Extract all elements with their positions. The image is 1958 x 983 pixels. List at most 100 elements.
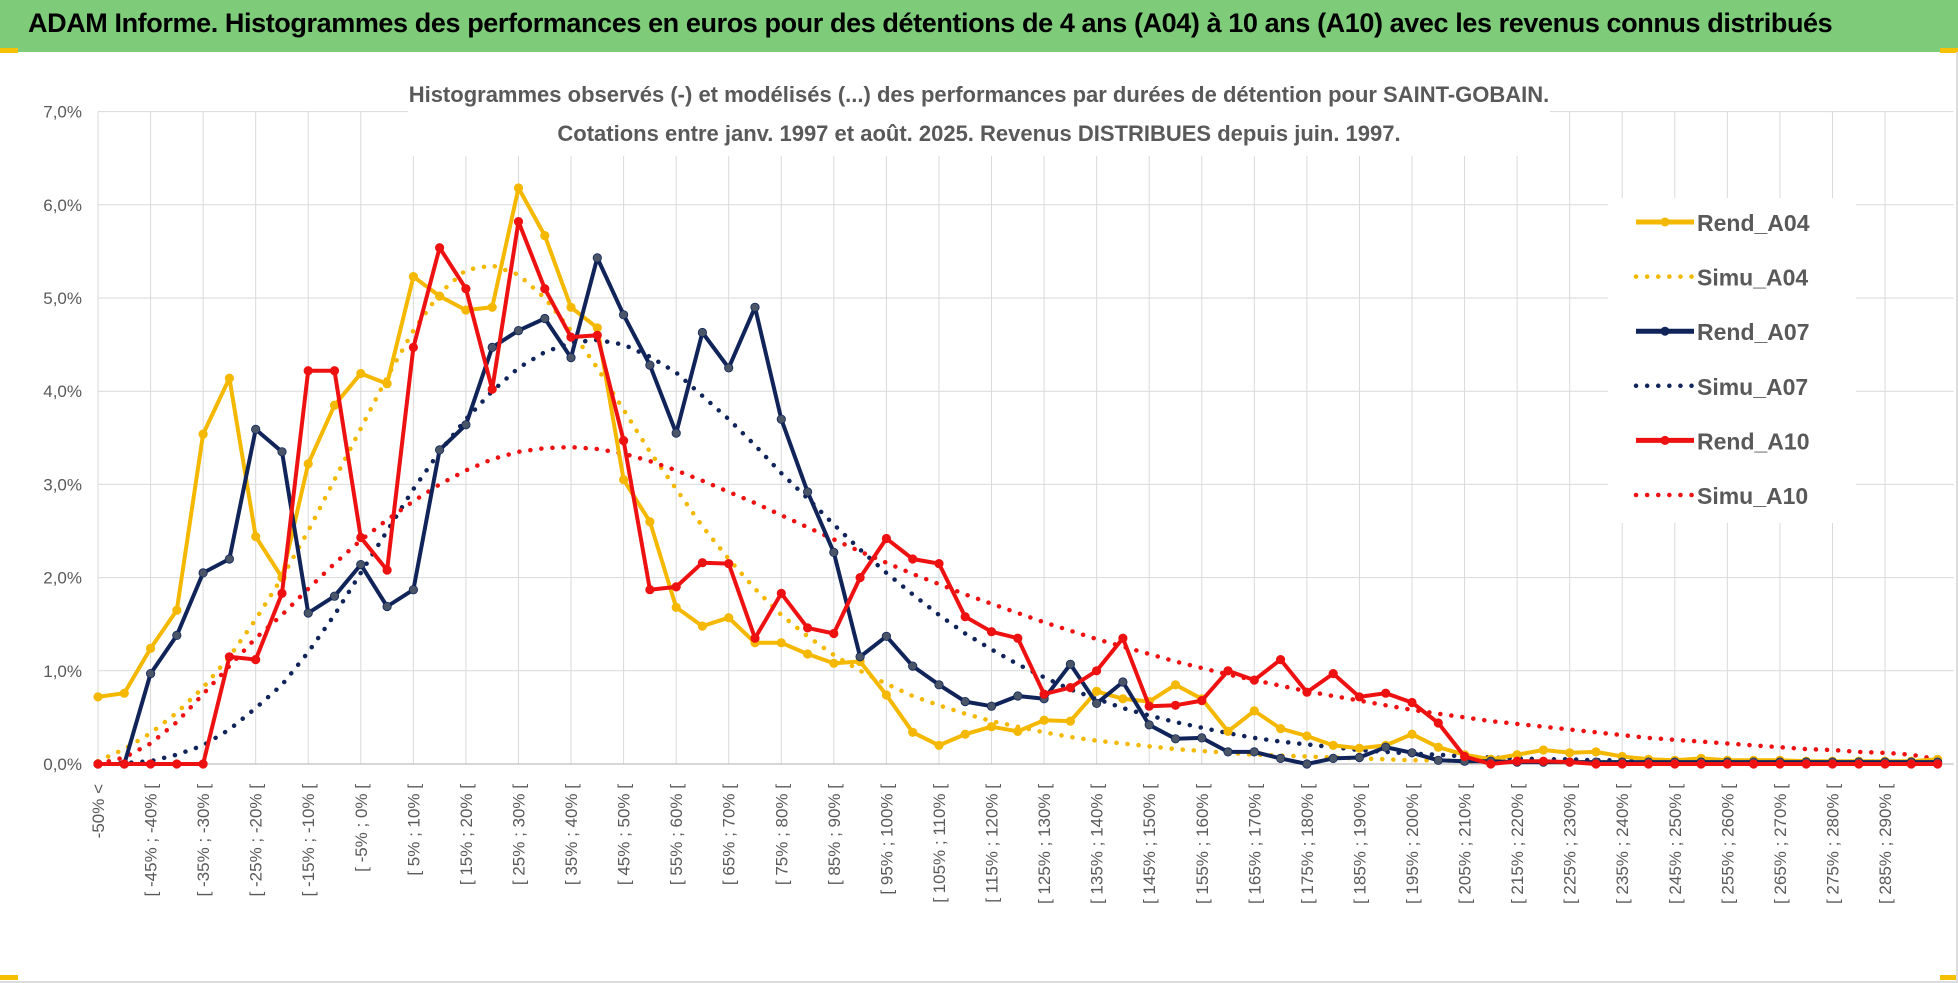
data-point-rend-a10 [1512,756,1522,766]
data-point-rend-a07 [1276,753,1286,764]
data-point-rend-a04 [986,722,997,732]
data-point-rend-a10 [1617,759,1627,769]
legend-label: Simu_A07 [1697,374,1808,400]
data-point-rend-a04 [1407,729,1417,739]
data-point-rend-a07 [487,342,497,352]
data-point-rend-a04 [434,291,445,301]
data-point-rend-a04 [960,729,970,739]
x-tick-label: [ 235% ; 240% [ [1613,784,1632,904]
data-point-rend-a10 [93,759,103,769]
x-tick-label: [ -45% ; -40% [ [142,784,161,897]
data-point-rend-a10 [1381,688,1391,698]
data-point-rend-a07 [540,313,550,324]
legend-marker [1660,435,1670,445]
data-point-rend-a07 [1065,659,1076,669]
data-point-rend-a10 [1696,759,1706,769]
data-point-rend-a07 [1223,747,1233,757]
data-point-rend-a10 [224,652,234,662]
x-tick-label: [ 155% ; 160% [ [1193,784,1212,904]
data-point-rend-a10 [540,284,550,294]
data-point-rend-a07 [329,591,340,601]
data-point-rend-a10 [408,342,418,352]
data-point-rend-a10 [566,332,576,342]
data-point-rend-a10 [1486,759,1496,769]
data-point-rend-a07 [1092,698,1102,709]
data-point-rend-a10 [1749,759,1759,769]
x-tick-label: [ 105% ; 110% [ [930,784,949,903]
data-point-rend-a10 [1249,675,1259,685]
legend-item-simu-a10: Simu_A10 [1633,483,1808,509]
legend-item-rend-a10: Rend_A10 [1636,428,1809,454]
data-point-rend-a07 [881,631,892,641]
data-point-rend-a07 [645,360,655,370]
data-point-rend-a10 [1354,692,1365,702]
data-point-rend-a07 [408,585,418,595]
chart-title: Histogrammes observés (-) et modélisés (… [409,82,1550,107]
data-point-rend-a10 [172,759,182,769]
x-tick-label: [ 285% ; 290% [ [1876,784,1895,904]
x-tick-label: [ 115% ; 120% [ [983,784,1002,903]
data-point-rend-a07 [855,652,865,662]
x-tick-label: [ 275% ; 280% [ [1823,784,1842,904]
legend-label: Rend_A07 [1697,319,1809,345]
data-point-rend-a10 [329,366,340,376]
data-point-rend-a04 [1328,740,1338,751]
data-point-rend-a07 [592,253,602,263]
header-bar: ADAM Informe. Histogrammes des performan… [0,0,1958,52]
x-tick-label: -50% < [89,784,108,838]
data-point-rend-a07 [1197,733,1207,743]
x-tick-label: [ 15% ; 20% [ [457,784,476,885]
x-tick-label: [ 125% ; 130% [ [1035,784,1054,904]
data-point-rend-a07 [1354,752,1365,763]
data-point-rend-a10 [119,759,129,769]
data-point-rend-a07 [724,363,734,373]
data-point-rend-a04 [251,531,261,542]
data-point-rend-a07 [251,424,261,434]
x-tick-label: [ -5% ; 0% [ [352,784,371,872]
data-point-rend-a04 [1565,748,1575,758]
x-axis-tick-labels: -50% < [ -45% ; -40% [[ -35% ; -30% [[ -2… [89,784,1895,904]
chart-subtitle: Cotations entre janv. 1997 et août. 2025… [557,121,1400,146]
data-point-rend-a10 [1013,633,1023,643]
data-point-rend-a10 [513,217,524,227]
data-point-rend-a10 [1460,751,1470,762]
data-point-rend-a07 [618,310,629,320]
data-point-rend-a07 [750,302,760,312]
data-point-rend-a04 [1065,716,1076,726]
data-point-rend-a04 [1118,694,1128,704]
data-point-rend-a07 [960,696,970,707]
data-point-rend-a10 [1722,759,1733,769]
data-point-rend-a04 [1302,731,1312,741]
data-point-rend-a10 [487,384,497,394]
data-point-rend-a10 [1670,759,1680,769]
data-point-rend-a07 [1013,691,1023,701]
data-point-rend-a04 [329,400,340,410]
x-tick-label: [ -35% ; -30% [ [194,784,213,897]
data-point-rend-a07 [1433,755,1443,765]
data-point-rend-a07 [671,428,681,438]
data-point-rend-a10 [1302,687,1312,697]
series-simu-a04 [95,263,1940,766]
data-point-rend-a04 [198,429,208,439]
data-point-rend-a04 [1092,686,1102,696]
data-point-rend-a07 [172,630,182,641]
data-point-rend-a07 [303,608,313,618]
x-tick-label: [ 35% ; 40% [ [562,784,581,885]
data-point-rend-a10 [1407,697,1417,708]
y-tick-label: 7,0% [43,103,82,122]
data-point-rend-a10 [277,588,287,599]
x-tick-label: [ 75% ; 80% [ [772,784,791,885]
x-tick-label: [ 175% ; 180% [ [1298,784,1317,904]
data-point-rend-a10 [618,435,629,446]
data-point-rend-a04 [1538,745,1549,755]
x-tick-label: [ 205% ; 210% [ [1456,784,1475,904]
data-point-rend-a10 [1827,759,1838,769]
chart-frame [0,52,1958,983]
vertical-gridlines [97,111,1954,765]
y-tick-label: 3,0% [43,475,82,494]
data-point-rend-a04 [1223,726,1233,737]
data-point-rend-a10 [1170,700,1181,710]
data-point-rend-a07 [1381,742,1391,752]
data-point-rend-a10 [1039,689,1049,699]
data-point-rend-a04 [172,605,182,615]
